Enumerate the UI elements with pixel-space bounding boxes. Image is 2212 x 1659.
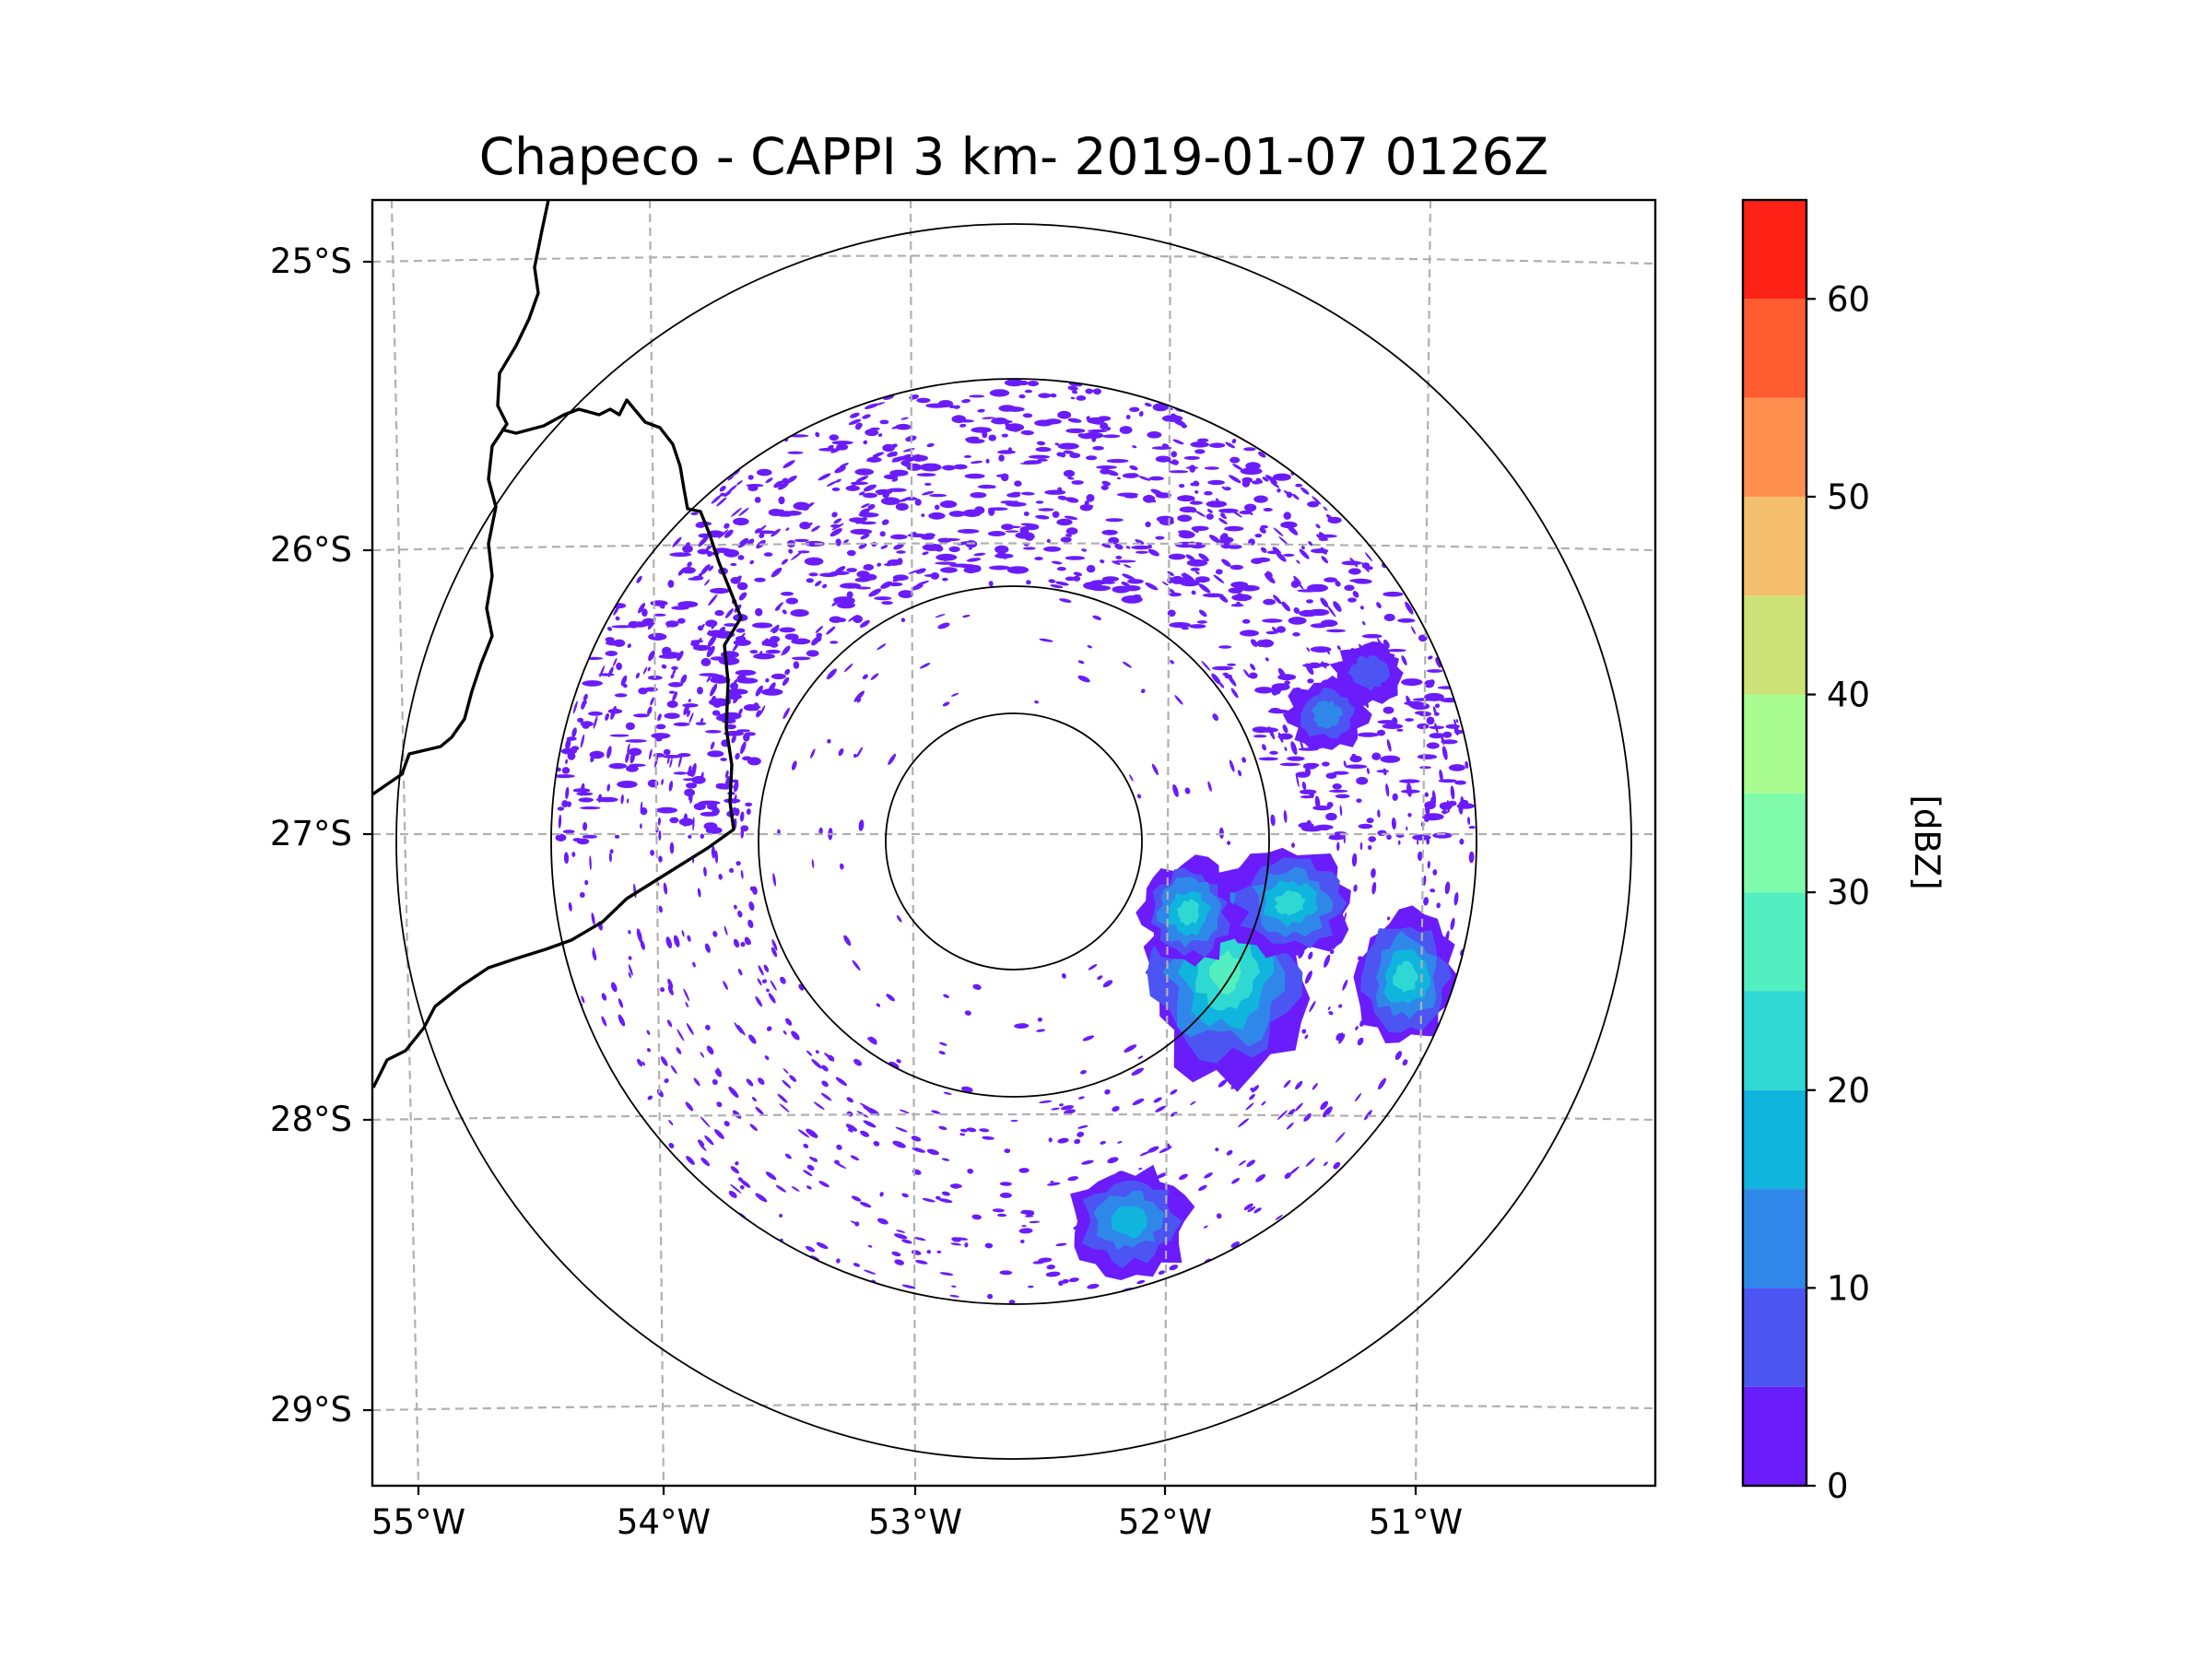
colorbar-band: [1743, 397, 1806, 497]
latitude-axis: 25°S 26°S 27°S 28°S 29°S: [270, 241, 372, 1430]
colorbar-tick-label: 10: [1827, 1268, 1870, 1308]
colorbar-band: [1743, 1386, 1806, 1486]
lon-label: 54°W: [617, 1502, 711, 1542]
map-area: [372, 200, 1655, 1486]
colorbar-band: [1743, 991, 1806, 1090]
lon-label: 53°W: [868, 1502, 962, 1542]
colorbar-tick-label: 60: [1827, 279, 1870, 319]
colorbar-band: [1743, 595, 1806, 695]
echo-main-cluster-lobe: [1227, 847, 1351, 959]
colorbar-bands: [1743, 200, 1806, 1486]
colorbar-band: [1743, 1089, 1806, 1190]
range-rings: [395, 223, 1632, 1460]
echo-southeast-cell: [1070, 1164, 1195, 1280]
echo-northeast-cell-2: [1329, 641, 1404, 707]
colorbar-band: [1743, 1189, 1806, 1288]
lat-label: 27°S: [270, 814, 352, 853]
lat-label: 26°S: [270, 530, 352, 570]
radar-echoes: [553, 379, 1477, 1304]
longitude-axis: 55°W 54°W 53°W 52°W 51°W: [371, 1486, 1463, 1542]
colorbar: 0 10 20 30 40 50 60 [dBZ]: [1741, 198, 1947, 1506]
lat-label: 29°S: [270, 1390, 352, 1430]
colorbar-tick-label: 50: [1827, 477, 1870, 517]
echo-northeast-cell: [1282, 676, 1372, 751]
clutter-north-band: [553, 379, 1476, 845]
colorbar-band: [1743, 299, 1806, 398]
colorbar-tick-label: 40: [1827, 676, 1870, 715]
colorbar-band: [1743, 200, 1806, 300]
lon-label: 51°W: [1369, 1502, 1463, 1542]
political-borders: [372, 200, 743, 1088]
colorbar-band: [1743, 694, 1806, 794]
chart-title: Chapeco - CAPPI 3 km- 2019-01-07 0126Z: [479, 127, 1548, 186]
colorbar-band: [1743, 793, 1806, 893]
lon-label: 52°W: [1118, 1502, 1212, 1542]
colorbar-label: [dBZ]: [1907, 794, 1947, 889]
lat-label: 28°S: [270, 1100, 352, 1139]
colorbar-tick-label: 30: [1827, 873, 1870, 912]
colorbar-tick-label: 20: [1827, 1071, 1870, 1111]
colorbar-band: [1743, 1288, 1806, 1387]
colorbar-band: [1743, 496, 1806, 596]
lat-label: 25°S: [270, 241, 352, 281]
map-frame: [371, 198, 1657, 1488]
gridlines: [372, 200, 1655, 1486]
colorbar-frame: [1741, 198, 1808, 1488]
echo-main-cluster-west: [1135, 854, 1241, 967]
colorbar-band: [1743, 892, 1806, 992]
lon-label: 55°W: [371, 1502, 465, 1542]
colorbar-tick-label: 0: [1827, 1466, 1849, 1506]
echo-east-cell: [1353, 905, 1459, 1043]
